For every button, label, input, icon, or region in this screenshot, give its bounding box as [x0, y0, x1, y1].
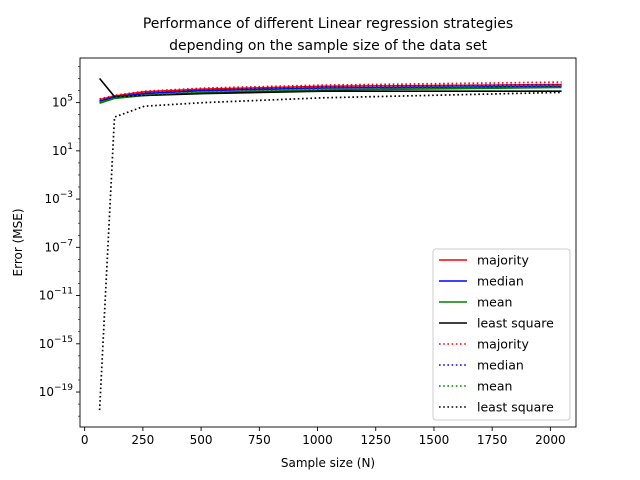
- legend-label: median: [477, 274, 524, 289]
- x-axis-label: Sample size (N): [281, 456, 375, 470]
- x-tick-label: 250: [131, 433, 154, 447]
- y-tick-label: 10−19: [39, 383, 74, 399]
- y-axis: 105 101 10−3 10−7 10−11 10−15 10−19: [39, 66, 80, 417]
- x-tick-label: 750: [248, 433, 271, 447]
- x-tick-label: 2000: [535, 433, 566, 447]
- y-tick-label: 10−7: [44, 238, 73, 254]
- x-tick-label: 0: [81, 433, 89, 447]
- legend-label: least square: [477, 400, 554, 415]
- x-tick-label: 500: [190, 433, 213, 447]
- series-line-3-least-square: [98, 77, 562, 98]
- legend-box: [432, 248, 571, 421]
- y-tick-label: 10−15: [39, 335, 73, 351]
- x-tick-label: 1500: [419, 433, 450, 447]
- series-line-4-majority: [99, 81, 562, 100]
- chart-title: Performance of different Linear regressi…: [143, 16, 513, 54]
- x-axis: 0 250 500 750 1000 1250 1500 1750 2000: [81, 427, 566, 447]
- legend-label: mean: [477, 379, 512, 394]
- y-axis-label: Error (MSE): [11, 209, 25, 277]
- y-tick-label: 101: [52, 142, 73, 158]
- series-line-5-median: [99, 83, 562, 102]
- legend: majority median mean least square majority me…: [432, 248, 571, 421]
- legend-label: majority: [477, 253, 529, 268]
- legend-label: mean: [477, 295, 512, 310]
- y-tick-label: 105: [52, 94, 73, 110]
- x-tick-label: 1250: [360, 433, 391, 447]
- series-line-6-mean: [99, 85, 562, 104]
- plot-area: [79, 57, 577, 428]
- y-tick-label: 10−3: [44, 190, 73, 206]
- axes-frame: [79, 57, 577, 428]
- legend-label: median: [477, 358, 524, 373]
- x-tick-label: 1000: [302, 433, 333, 447]
- y-tick-label: 10−11: [39, 287, 73, 303]
- title-text: Performance of different Linear regressi…: [143, 16, 513, 54]
- x-tick-label: 1750: [477, 433, 508, 447]
- series-line-7-least-square: [98, 91, 562, 411]
- legend-label: majority: [477, 337, 529, 352]
- legend-label: least square: [477, 316, 554, 331]
